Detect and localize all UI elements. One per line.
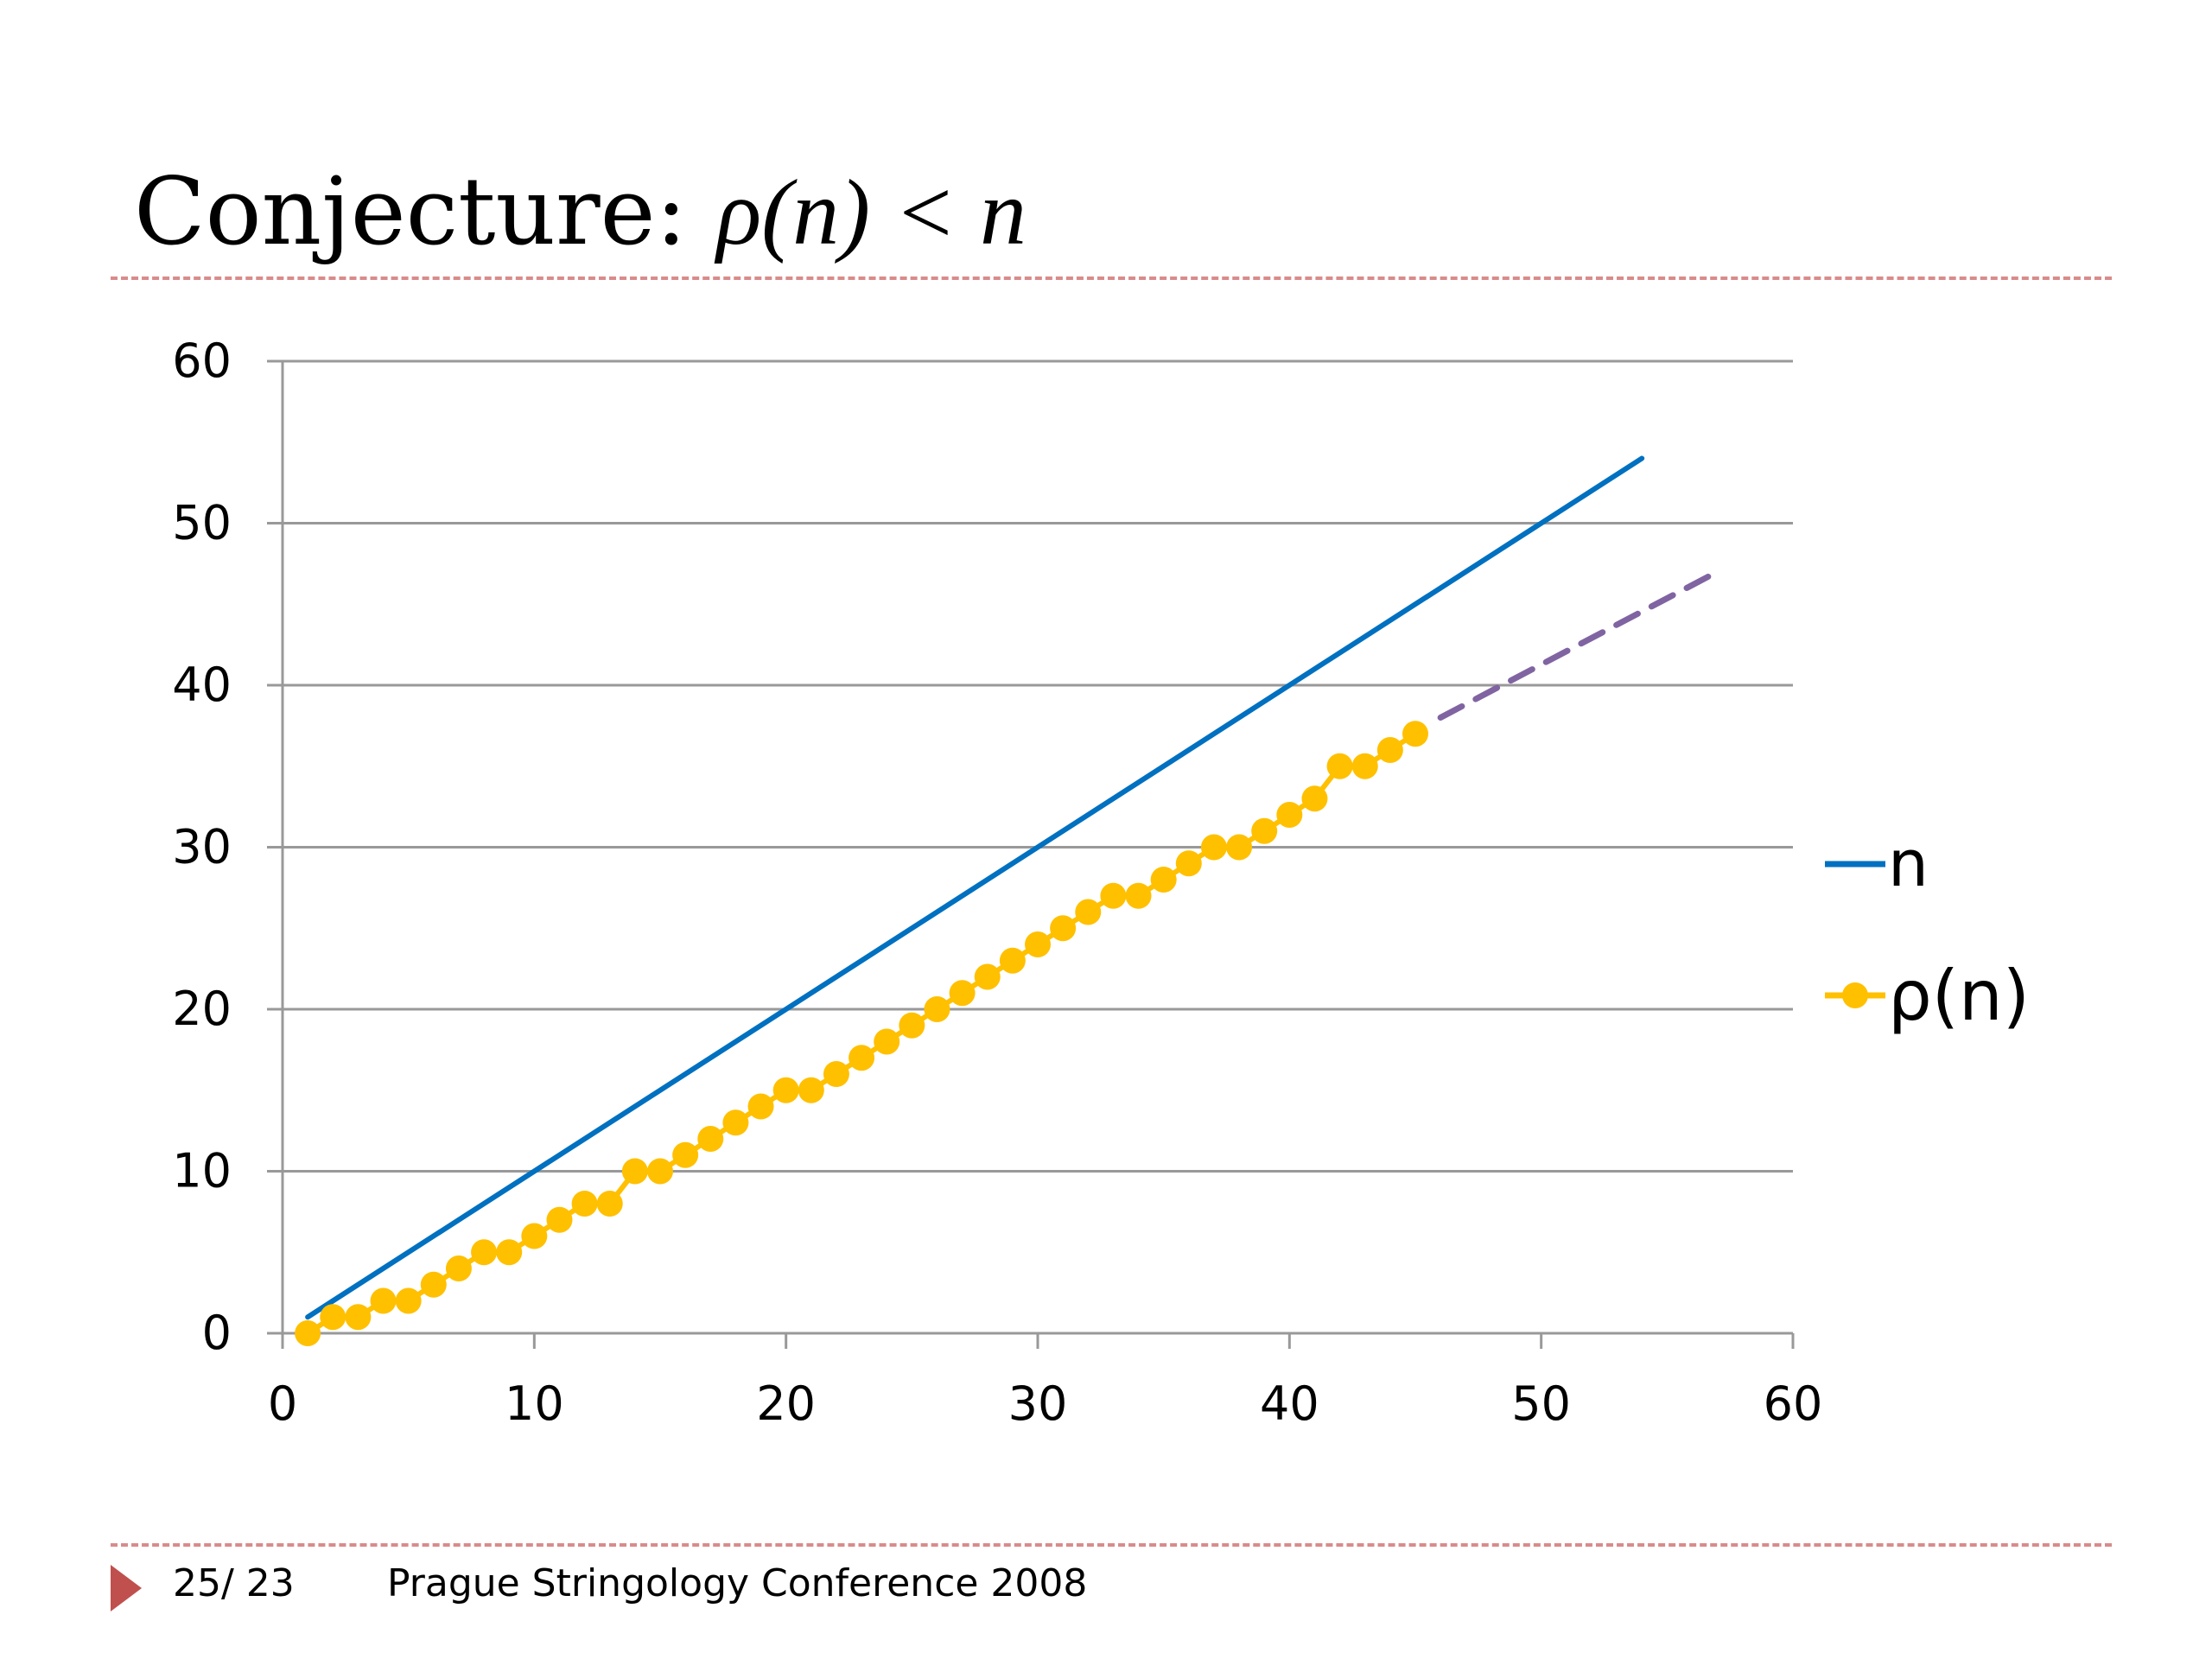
series-point-rho — [445, 1255, 472, 1281]
slide-title: Conjecture: ρ(n) < n — [134, 152, 1027, 274]
axes — [267, 359, 1795, 1349]
series-point-rho — [1351, 753, 1378, 779]
series-point-rho — [722, 1109, 749, 1136]
y-tick-label: 0 — [202, 1306, 232, 1360]
series-point-rho — [1276, 802, 1303, 828]
series-point-rho — [395, 1287, 422, 1314]
series-point-rho — [521, 1223, 548, 1249]
legend-swatch-rho-marker — [1842, 982, 1868, 1008]
series-point-rho — [1100, 882, 1127, 909]
series-point-rho — [295, 1320, 321, 1346]
x-tick-label: 10 — [505, 1376, 564, 1431]
legend-label-rho: ρ(n) — [1888, 956, 2030, 1036]
series-point-rho — [1150, 867, 1177, 893]
y-tick-label: 20 — [172, 982, 232, 1036]
footer: 25/ 23 Prague Stringology Conference 200… — [0, 1560, 2212, 1620]
series-point-rho — [1376, 737, 1403, 763]
footer-divider — [111, 1543, 2112, 1547]
y-tick-label: 50 — [172, 496, 232, 550]
series-point-rho — [672, 1141, 699, 1168]
y-tick-label: 30 — [172, 820, 232, 874]
plot-area — [295, 455, 1721, 1346]
series-point-rho — [1125, 882, 1152, 909]
series-line-rho — [306, 731, 1417, 1336]
series-point-rho — [596, 1191, 623, 1217]
y-tick-label: 10 — [172, 1144, 232, 1198]
series-point-rho — [370, 1287, 397, 1314]
series-point-rho — [924, 996, 950, 1022]
series-point-rho — [849, 1045, 875, 1071]
x-tick-label: 60 — [1764, 1376, 1823, 1431]
series-point-rho — [420, 1271, 447, 1298]
legend: n ρ(n) — [1825, 827, 2030, 1036]
x-tick-label: 0 — [268, 1376, 297, 1431]
series-point-rho — [1251, 817, 1278, 844]
series-point-rho — [1326, 753, 1353, 779]
tick-labels: 0 10 20 30 40 50 60 0 10 20 30 40 50 60 — [172, 334, 1822, 1431]
page-number: 25/ 23 — [173, 1561, 295, 1605]
series-point-rho — [798, 1077, 824, 1103]
legend-label-n: n — [1888, 827, 1929, 901]
series-point-rho — [1175, 850, 1202, 877]
title-formula: ρ(n) < n — [716, 162, 1027, 264]
series-point-rho — [772, 1077, 799, 1103]
series-point-rho — [496, 1239, 523, 1266]
series-point-rho — [1226, 834, 1253, 861]
triangle-bullet-icon — [111, 1565, 142, 1611]
series-point-rho — [571, 1191, 598, 1217]
series-point-rho — [621, 1158, 648, 1185]
series-point-rho — [899, 1012, 925, 1039]
series-point-rho — [320, 1304, 346, 1331]
series-point-rho — [1301, 785, 1328, 812]
series-point-rho — [974, 963, 1001, 990]
series-point-rho — [949, 980, 976, 1007]
series-point-rho — [999, 947, 1026, 974]
series-point-rho — [471, 1239, 498, 1266]
series-point-rho — [747, 1093, 774, 1120]
x-tick-label: 30 — [1008, 1376, 1068, 1431]
y-tick-label: 60 — [172, 334, 232, 388]
series-point-rho — [546, 1206, 573, 1233]
x-tick-label: 20 — [756, 1376, 816, 1431]
x-tick-label: 50 — [1511, 1376, 1571, 1431]
series-point-rho — [1402, 721, 1428, 747]
series-point-rho — [1025, 931, 1051, 957]
series-point-rho — [697, 1126, 724, 1152]
title-text: Conjecture: — [134, 158, 687, 266]
series-point-rho — [874, 1028, 900, 1055]
series-point-rho — [823, 1061, 849, 1087]
series-line-n — [305, 455, 1645, 1320]
x-tick-label: 40 — [1260, 1376, 1319, 1431]
y-tick-label: 40 — [172, 658, 232, 712]
conference-name: Prague Stringology Conference 2008 — [387, 1561, 1088, 1605]
title-divider — [111, 276, 2112, 280]
series-point-rho — [1050, 915, 1077, 942]
gridlines — [283, 359, 1793, 1173]
series-point-rho — [1200, 834, 1227, 861]
series-point-rho — [345, 1304, 372, 1331]
extrapolation-line — [1437, 569, 1721, 721]
series-point-rho — [647, 1158, 673, 1185]
series-point-rho — [1075, 899, 1102, 925]
